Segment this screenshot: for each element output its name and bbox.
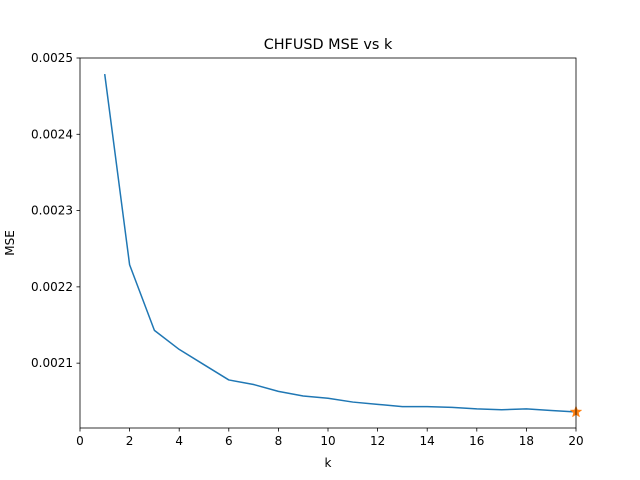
x-tick-label: 6 (225, 434, 233, 448)
series-line-0 (103, 73, 577, 413)
x-tick-label: 10 (320, 434, 335, 448)
x-tick-label: 2 (126, 434, 134, 448)
x-tick-label: 8 (275, 434, 283, 448)
y-tick-label: 0.0023 (31, 204, 73, 218)
chart-title: CHFUSD MSE vs k (264, 37, 393, 53)
y-tick-label: 0.0025 (31, 51, 73, 65)
y-tick-label: 0.0021 (31, 356, 73, 370)
y-axis-label: MSE (3, 230, 17, 256)
x-axis-label: k (325, 456, 332, 470)
x-tick-label: 18 (519, 434, 534, 448)
x-tick-label: 14 (420, 434, 435, 448)
x-tick-label: 20 (568, 434, 583, 448)
x-tick-label: 0 (76, 434, 84, 448)
y-tick-label: 0.0024 (31, 127, 73, 141)
x-tick-label: 16 (469, 434, 484, 448)
x-tick-label: 12 (370, 434, 385, 448)
plot-area (80, 58, 576, 428)
y-tick-label: 0.0022 (31, 280, 73, 294)
x-tick-label: 4 (175, 434, 183, 448)
tick-layer: 0 2 4 6 8 10 12 14 16 18 20 0.0021 0.0022 0.0023 0.002… (31, 51, 584, 448)
